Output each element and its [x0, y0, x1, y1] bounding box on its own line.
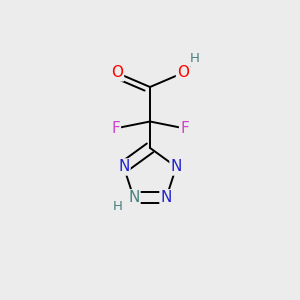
Text: F: F	[180, 121, 189, 136]
Text: H: H	[112, 200, 122, 213]
Text: O: O	[111, 65, 123, 80]
Text: N: N	[118, 160, 129, 175]
Text: N: N	[128, 190, 140, 205]
Text: H: H	[190, 52, 200, 65]
Text: O: O	[177, 65, 189, 80]
Text: N: N	[171, 160, 182, 175]
Text: N: N	[160, 190, 172, 205]
Text: F: F	[111, 121, 120, 136]
